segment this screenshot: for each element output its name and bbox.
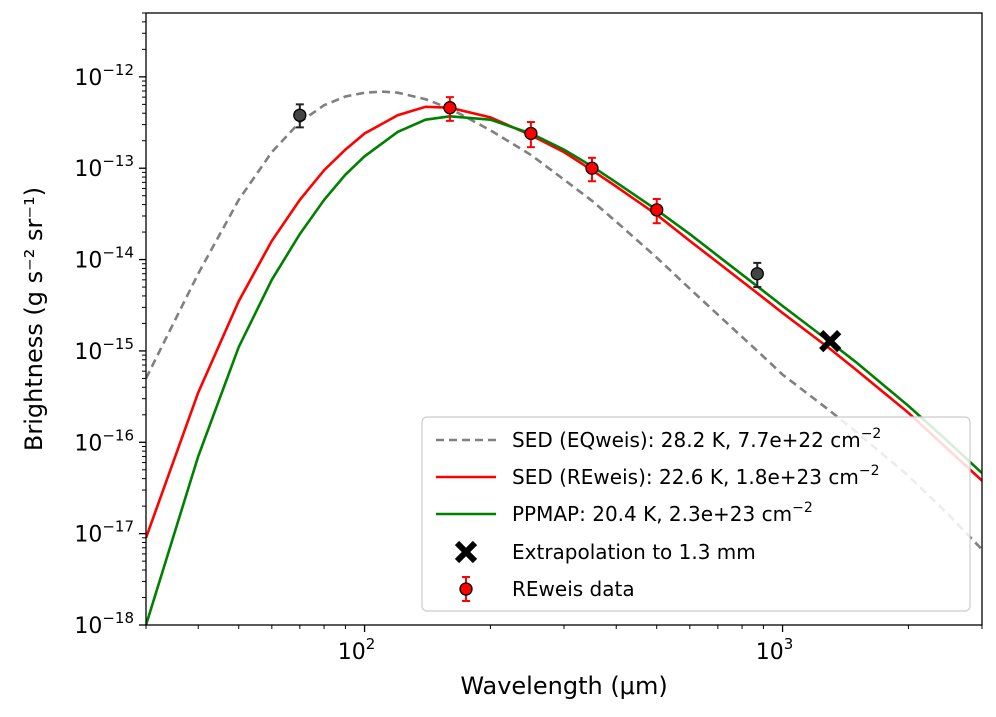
series-line-0: [146, 90, 982, 551]
y-tick-base: 10: [74, 157, 102, 182]
y-tick-base: 10: [74, 340, 102, 365]
y-tick-exponent: −12: [102, 61, 134, 79]
y-tick-label-1: 10−17: [74, 518, 134, 548]
grey-data-point-0-marker: [293, 108, 307, 122]
legend-entry-series-2-text: PPMAP: 20.4 K, 2.3e+23 cm: [512, 502, 792, 526]
legend-entry-series-1: SED (REweis): 22.6 K, 1.8e+23 cm−2: [512, 463, 879, 489]
reweis-data-point-3-marker: [650, 203, 664, 217]
x-tick-exponent: 2: [366, 635, 376, 653]
markers-layer: [293, 96, 842, 353]
extrapolation-marker: [819, 330, 842, 353]
y-tick-label-3: 10−15: [74, 335, 134, 365]
legend-entry-series-2: PPMAP: 20.4 K, 2.3e+23 cm−2: [512, 500, 813, 526]
legend-entry-data: REweis data: [512, 577, 635, 601]
y-tick-exponent: −15: [102, 335, 134, 353]
series-line-1: [146, 105, 982, 539]
y-tick-exponent: −18: [102, 609, 134, 627]
reweis-data-point-1: [524, 121, 538, 149]
legend-entry-series-1-text: SED (REweis): 22.6 K, 1.8e+23 cm: [512, 465, 859, 489]
legend-swatch-data-marker: [459, 582, 473, 596]
y-tick-base: 10: [74, 66, 102, 91]
y-tick-base: 10: [74, 614, 102, 639]
y-tick-label-5: 10−13: [74, 152, 134, 182]
x-tick-base: 10: [756, 640, 784, 665]
y-tick-base: 10: [74, 249, 102, 274]
reweis-data-point-0-marker: [443, 101, 457, 115]
y-tick-label-0: 10−18: [74, 609, 134, 639]
y-axis-label: Brightness (g s⁻² sr⁻¹): [20, 187, 48, 451]
legend-entry-series-1-superscript: −2: [859, 463, 880, 479]
x-axis-label: Wavelength (μm): [460, 672, 667, 700]
y-tick-label-4: 10−14: [74, 244, 134, 274]
grey-data-point-1: [750, 261, 764, 289]
x-tick-exponent: 3: [784, 635, 794, 653]
reweis-data-point-3: [650, 198, 664, 225]
x-tick-label-1: 103: [756, 635, 794, 665]
grey-data-point-1-marker: [750, 267, 764, 281]
extrapolation-marker-stroke-b: [819, 330, 842, 353]
y-tick-exponent: −13: [102, 152, 134, 170]
y-tick-label-6: 10−12: [74, 61, 134, 91]
x-tick-label-0: 102: [338, 635, 376, 665]
legend-box: [421, 416, 971, 612]
legend-entry-extrapolation-text: Extrapolation to 1.3 mm: [512, 540, 756, 564]
y-tick-base: 10: [74, 523, 102, 548]
legend-entry-series-0-text: SED (EQweis): 28.2 K, 7.7e+22 cm: [512, 428, 861, 452]
y-tick-exponent: −16: [102, 426, 134, 444]
reweis-data-point-2: [585, 156, 599, 183]
legend-entry-data-text: REweis data: [512, 577, 635, 601]
legend-entry-series-2-superscript: −2: [792, 500, 813, 516]
legend-entry-series-0: SED (EQweis): 28.2 K, 7.7e+22 cm−2: [512, 426, 881, 452]
legend-swatch-extrapolation-stroke-b: [454, 540, 478, 564]
y-tick-exponent: −17: [102, 518, 134, 536]
y-tick-label-2: 10−16: [74, 426, 134, 456]
y-tick-base: 10: [74, 431, 102, 456]
reweis-data-point-0: [443, 96, 457, 122]
grey-data-point-0: [293, 103, 307, 129]
legend-entry-series-0-superscript: −2: [861, 426, 882, 442]
legend-entry-extrapolation: Extrapolation to 1.3 mm: [512, 540, 756, 564]
reweis-data-point-2-marker: [585, 161, 599, 175]
legend-swatch-extrapolation: [454, 540, 478, 564]
x-tick-base: 10: [338, 640, 366, 665]
reweis-data-point-1-marker: [524, 126, 538, 141]
y-tick-exponent: −14: [102, 244, 134, 262]
